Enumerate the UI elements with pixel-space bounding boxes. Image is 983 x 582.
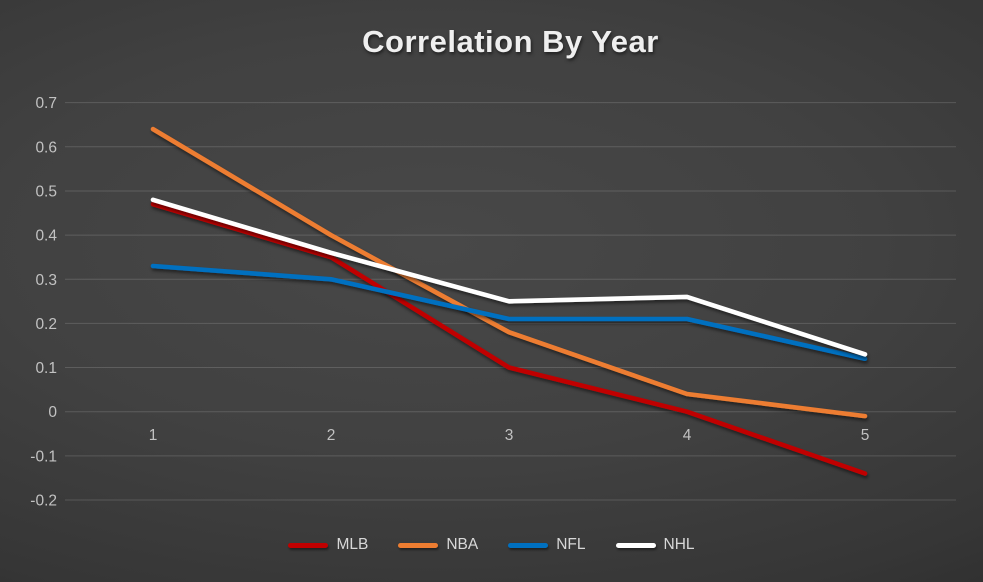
legend-item-nhl: NHL	[615, 536, 695, 554]
legend-label-mlb: MLB	[336, 536, 369, 553]
x-tick-label: 1	[149, 427, 158, 444]
legend-swatch-nhl	[615, 542, 656, 548]
chart-title: Correlation By Year	[362, 24, 659, 59]
y-tick-label: 0	[48, 404, 57, 421]
series-layer	[150, 126, 868, 476]
y-tick-label: 0.6	[35, 139, 57, 156]
gridline-layer	[65, 102, 956, 501]
legend-swatch-nfl	[508, 542, 549, 548]
legend-label-nhl: NHL	[663, 536, 695, 553]
legend-label-nfl: NFL	[556, 536, 586, 553]
x-tick-label: 3	[505, 427, 514, 444]
x-tick-label: 5	[861, 427, 870, 444]
y-tick-label: -0.2	[30, 493, 57, 510]
y-tick-label: 0.3	[35, 272, 57, 289]
x-tick-label: 2	[327, 427, 336, 444]
legend-item-mlb: MLB	[288, 536, 368, 554]
y-tick-label: 0.7	[35, 95, 57, 112]
series-line-nhl	[150, 197, 868, 357]
axis-label-layer: 0.7 0.6 0.5 0.4 0.3 0.2 0.1 0 -0.1 -0.2 1 2 3 4 5	[30, 95, 869, 509]
y-tick-label: 0.2	[35, 316, 57, 333]
series-line-nba	[150, 126, 868, 419]
y-tick-label: 0.5	[35, 183, 57, 200]
y-tick-label: -0.1	[30, 448, 57, 465]
legend-label-nba: NBA	[446, 536, 479, 553]
legend-item-nfl: NFL	[508, 536, 586, 554]
series-line-mlb	[150, 201, 868, 476]
series-line-nfl	[150, 263, 868, 362]
y-tick-label: 0.1	[35, 360, 57, 377]
x-tick-label: 4	[683, 427, 692, 444]
legend-swatch-nba	[398, 542, 439, 548]
legend-swatch-mlb	[288, 542, 329, 548]
y-tick-label: 0.4	[35, 228, 57, 245]
legend-item-nba: NBA	[398, 536, 478, 554]
chart-legend: MLB NBA NFL NHL	[0, 536, 983, 554]
